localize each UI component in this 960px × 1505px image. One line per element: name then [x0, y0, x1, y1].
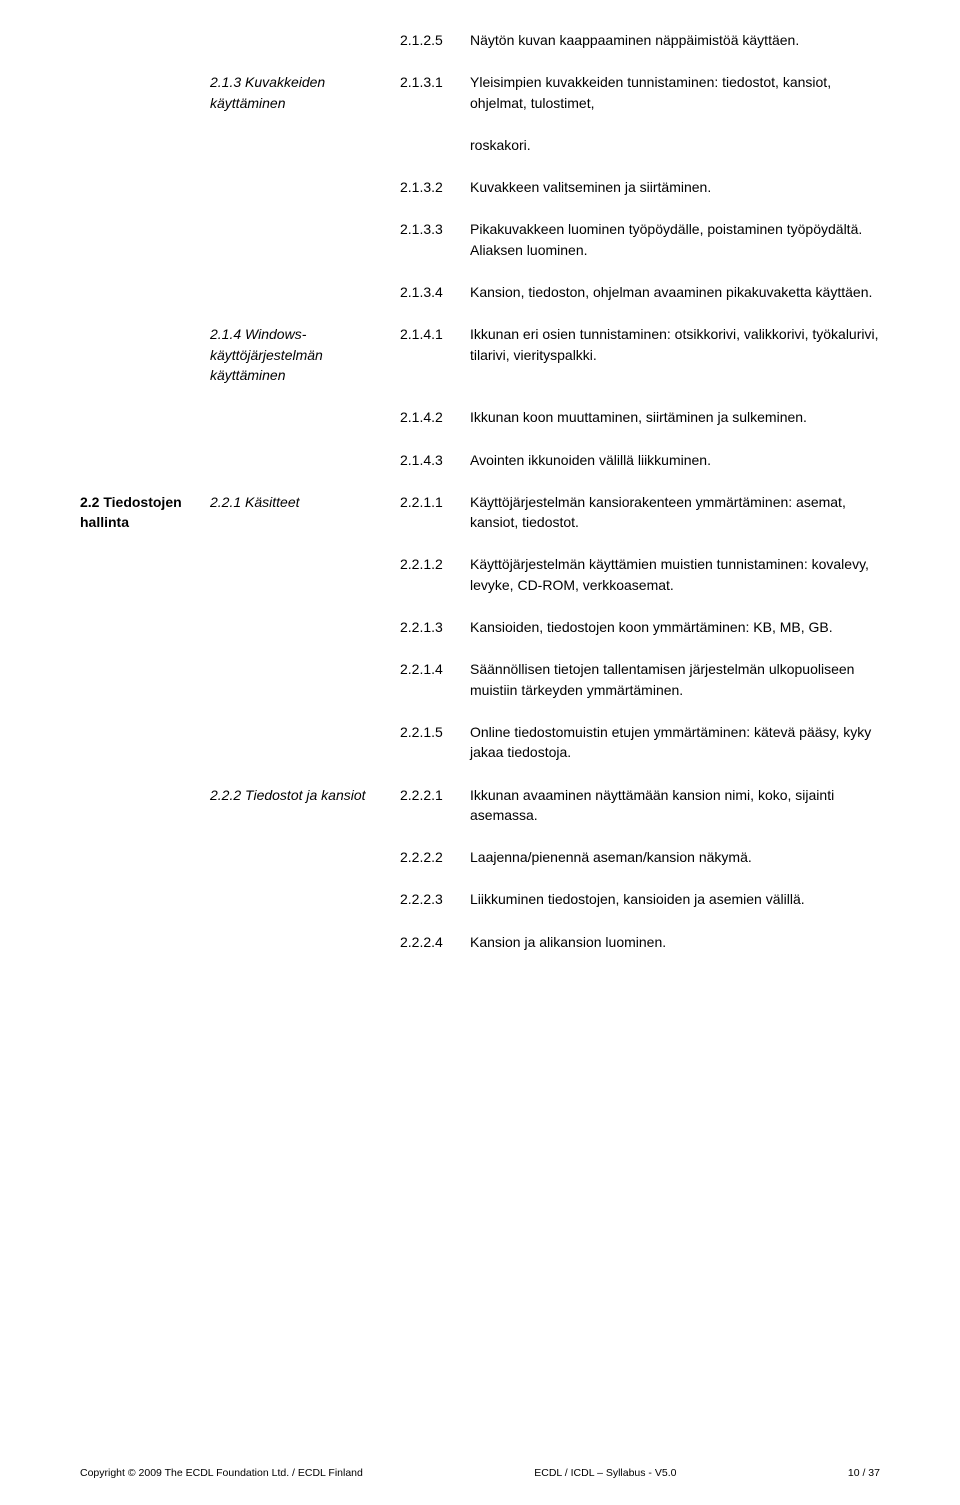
table-row: 2.1.3.3Pikakuvakkeen luominen työpöydäll…: [80, 219, 880, 260]
item-number: 2.2.1.5: [400, 722, 470, 742]
item-description: Yleisimpien kuvakkeiden tunnistaminen: t…: [470, 72, 880, 113]
table-row: 2.1.4 Windows-käyttöjärjestelmän käyttäm…: [80, 324, 880, 385]
footer-page-number: 10 / 37: [848, 1467, 880, 1479]
item-description: Ikkunan avaaminen näyttämään kansion nim…: [470, 785, 880, 826]
table-row: 2.2.1.2Käyttöjärjestelmän käyttämien mui…: [80, 554, 880, 595]
item-description: Kansion ja alikansion luominen.: [470, 932, 880, 952]
item-description: Pikakuvakkeen luominen työpöydälle, pois…: [470, 219, 880, 260]
item-description: Liikkuminen tiedostojen, kansioiden ja a…: [470, 889, 880, 909]
item-description: Säännöllisen tietojen tallentamisen järj…: [470, 659, 880, 700]
item-description: Näytön kuvan kaappaaminen näppäimistöä k…: [470, 30, 880, 50]
item-description: Kansion, tiedoston, ohjelman avaaminen p…: [470, 282, 880, 302]
item-description: Kuvakkeen valitseminen ja siirtäminen.: [470, 177, 880, 197]
table-row: 2.2.2.4Kansion ja alikansion luominen.: [80, 932, 880, 952]
syllabus-table: 2.1.2.5Näytön kuvan kaappaaminen näppäim…: [80, 30, 880, 952]
item-number: 2.2.2.2: [400, 847, 470, 867]
document-page: 2.1.2.5Näytön kuvan kaappaaminen näppäim…: [0, 0, 960, 1505]
item-description: Ikkunan eri osien tunnistaminen: otsikko…: [470, 324, 880, 365]
item-number: 2.2.1.3: [400, 617, 470, 637]
subsection-heading: 2.1.3 Kuvakkeiden käyttäminen: [210, 72, 400, 113]
subsection-heading: 2.1.4 Windows-käyttöjärjestelmän käyttäm…: [210, 324, 400, 385]
item-number: 2.1.3.1: [400, 72, 470, 92]
item-number: 2.1.3.4: [400, 282, 470, 302]
table-row: 2.2 Tiedostojen hallinta2.2.1 Käsitteet2…: [80, 492, 880, 533]
table-row: 2.1.4.3Avointen ikkunoiden välillä liikk…: [80, 450, 880, 470]
item-number: 2.1.3.3: [400, 219, 470, 239]
item-number: 2.1.4.1: [400, 324, 470, 344]
item-number: 2.2.2.4: [400, 932, 470, 952]
item-number: 2.2.1.2: [400, 554, 470, 574]
table-row: 2.2.1.4Säännöllisen tietojen tallentamis…: [80, 659, 880, 700]
table-row: 2.2.1.3Kansioiden, tiedostojen koon ymmä…: [80, 617, 880, 637]
item-description: Laajenna/pienennä aseman/kansion näkymä.: [470, 847, 880, 867]
item-description: roskakori.: [470, 135, 880, 155]
table-row: roskakori.: [80, 135, 880, 155]
footer-title: ECDL / ICDL – Syllabus - V5.0: [534, 1467, 676, 1479]
item-description: Online tiedostomuistin etujen ymmärtämin…: [470, 722, 880, 763]
table-row: 2.1.4.2Ikkunan koon muuttaminen, siirtäm…: [80, 407, 880, 427]
item-number: 2.1.3.2: [400, 177, 470, 197]
item-description: Ikkunan koon muuttaminen, siirtäminen ja…: [470, 407, 880, 427]
subsection-heading: 2.2.2 Tiedostot ja kansiot: [210, 785, 400, 805]
item-number: 2.2.2.3: [400, 889, 470, 909]
section-heading: 2.2 Tiedostojen hallinta: [80, 492, 210, 533]
item-number: 2.2.2.1: [400, 785, 470, 805]
table-row: 2.1.2.5Näytön kuvan kaappaaminen näppäim…: [80, 30, 880, 50]
footer-copyright: Copyright © 2009 The ECDL Foundation Ltd…: [80, 1467, 363, 1479]
table-row: 2.2.1.5Online tiedostomuistin etujen ymm…: [80, 722, 880, 763]
item-number: 2.1.2.5: [400, 30, 470, 50]
table-row: 2.2.2.3Liikkuminen tiedostojen, kansioid…: [80, 889, 880, 909]
table-row: 2.1.3.2Kuvakkeen valitseminen ja siirtäm…: [80, 177, 880, 197]
table-row: 2.1.3 Kuvakkeiden käyttäminen2.1.3.1Ylei…: [80, 72, 880, 113]
item-description: Käyttöjärjestelmän kansiorakenteen ymmär…: [470, 492, 880, 533]
table-row: 2.1.3.4Kansion, tiedoston, ohjelman avaa…: [80, 282, 880, 302]
item-description: Käyttöjärjestelmän käyttämien muistien t…: [470, 554, 880, 595]
page-footer: Copyright © 2009 The ECDL Foundation Ltd…: [80, 1467, 880, 1479]
table-row: 2.2.2.2Laajenna/pienennä aseman/kansion …: [80, 847, 880, 867]
item-description: Avointen ikkunoiden välillä liikkuminen.: [470, 450, 880, 470]
item-number: 2.1.4.3: [400, 450, 470, 470]
item-number: 2.2.1.1: [400, 492, 470, 512]
subsection-heading: 2.2.1 Käsitteet: [210, 492, 400, 512]
item-number: 2.1.4.2: [400, 407, 470, 427]
table-row: 2.2.2 Tiedostot ja kansiot2.2.2.1Ikkunan…: [80, 785, 880, 826]
item-number: 2.2.1.4: [400, 659, 470, 679]
item-description: Kansioiden, tiedostojen koon ymmärtämine…: [470, 617, 880, 637]
